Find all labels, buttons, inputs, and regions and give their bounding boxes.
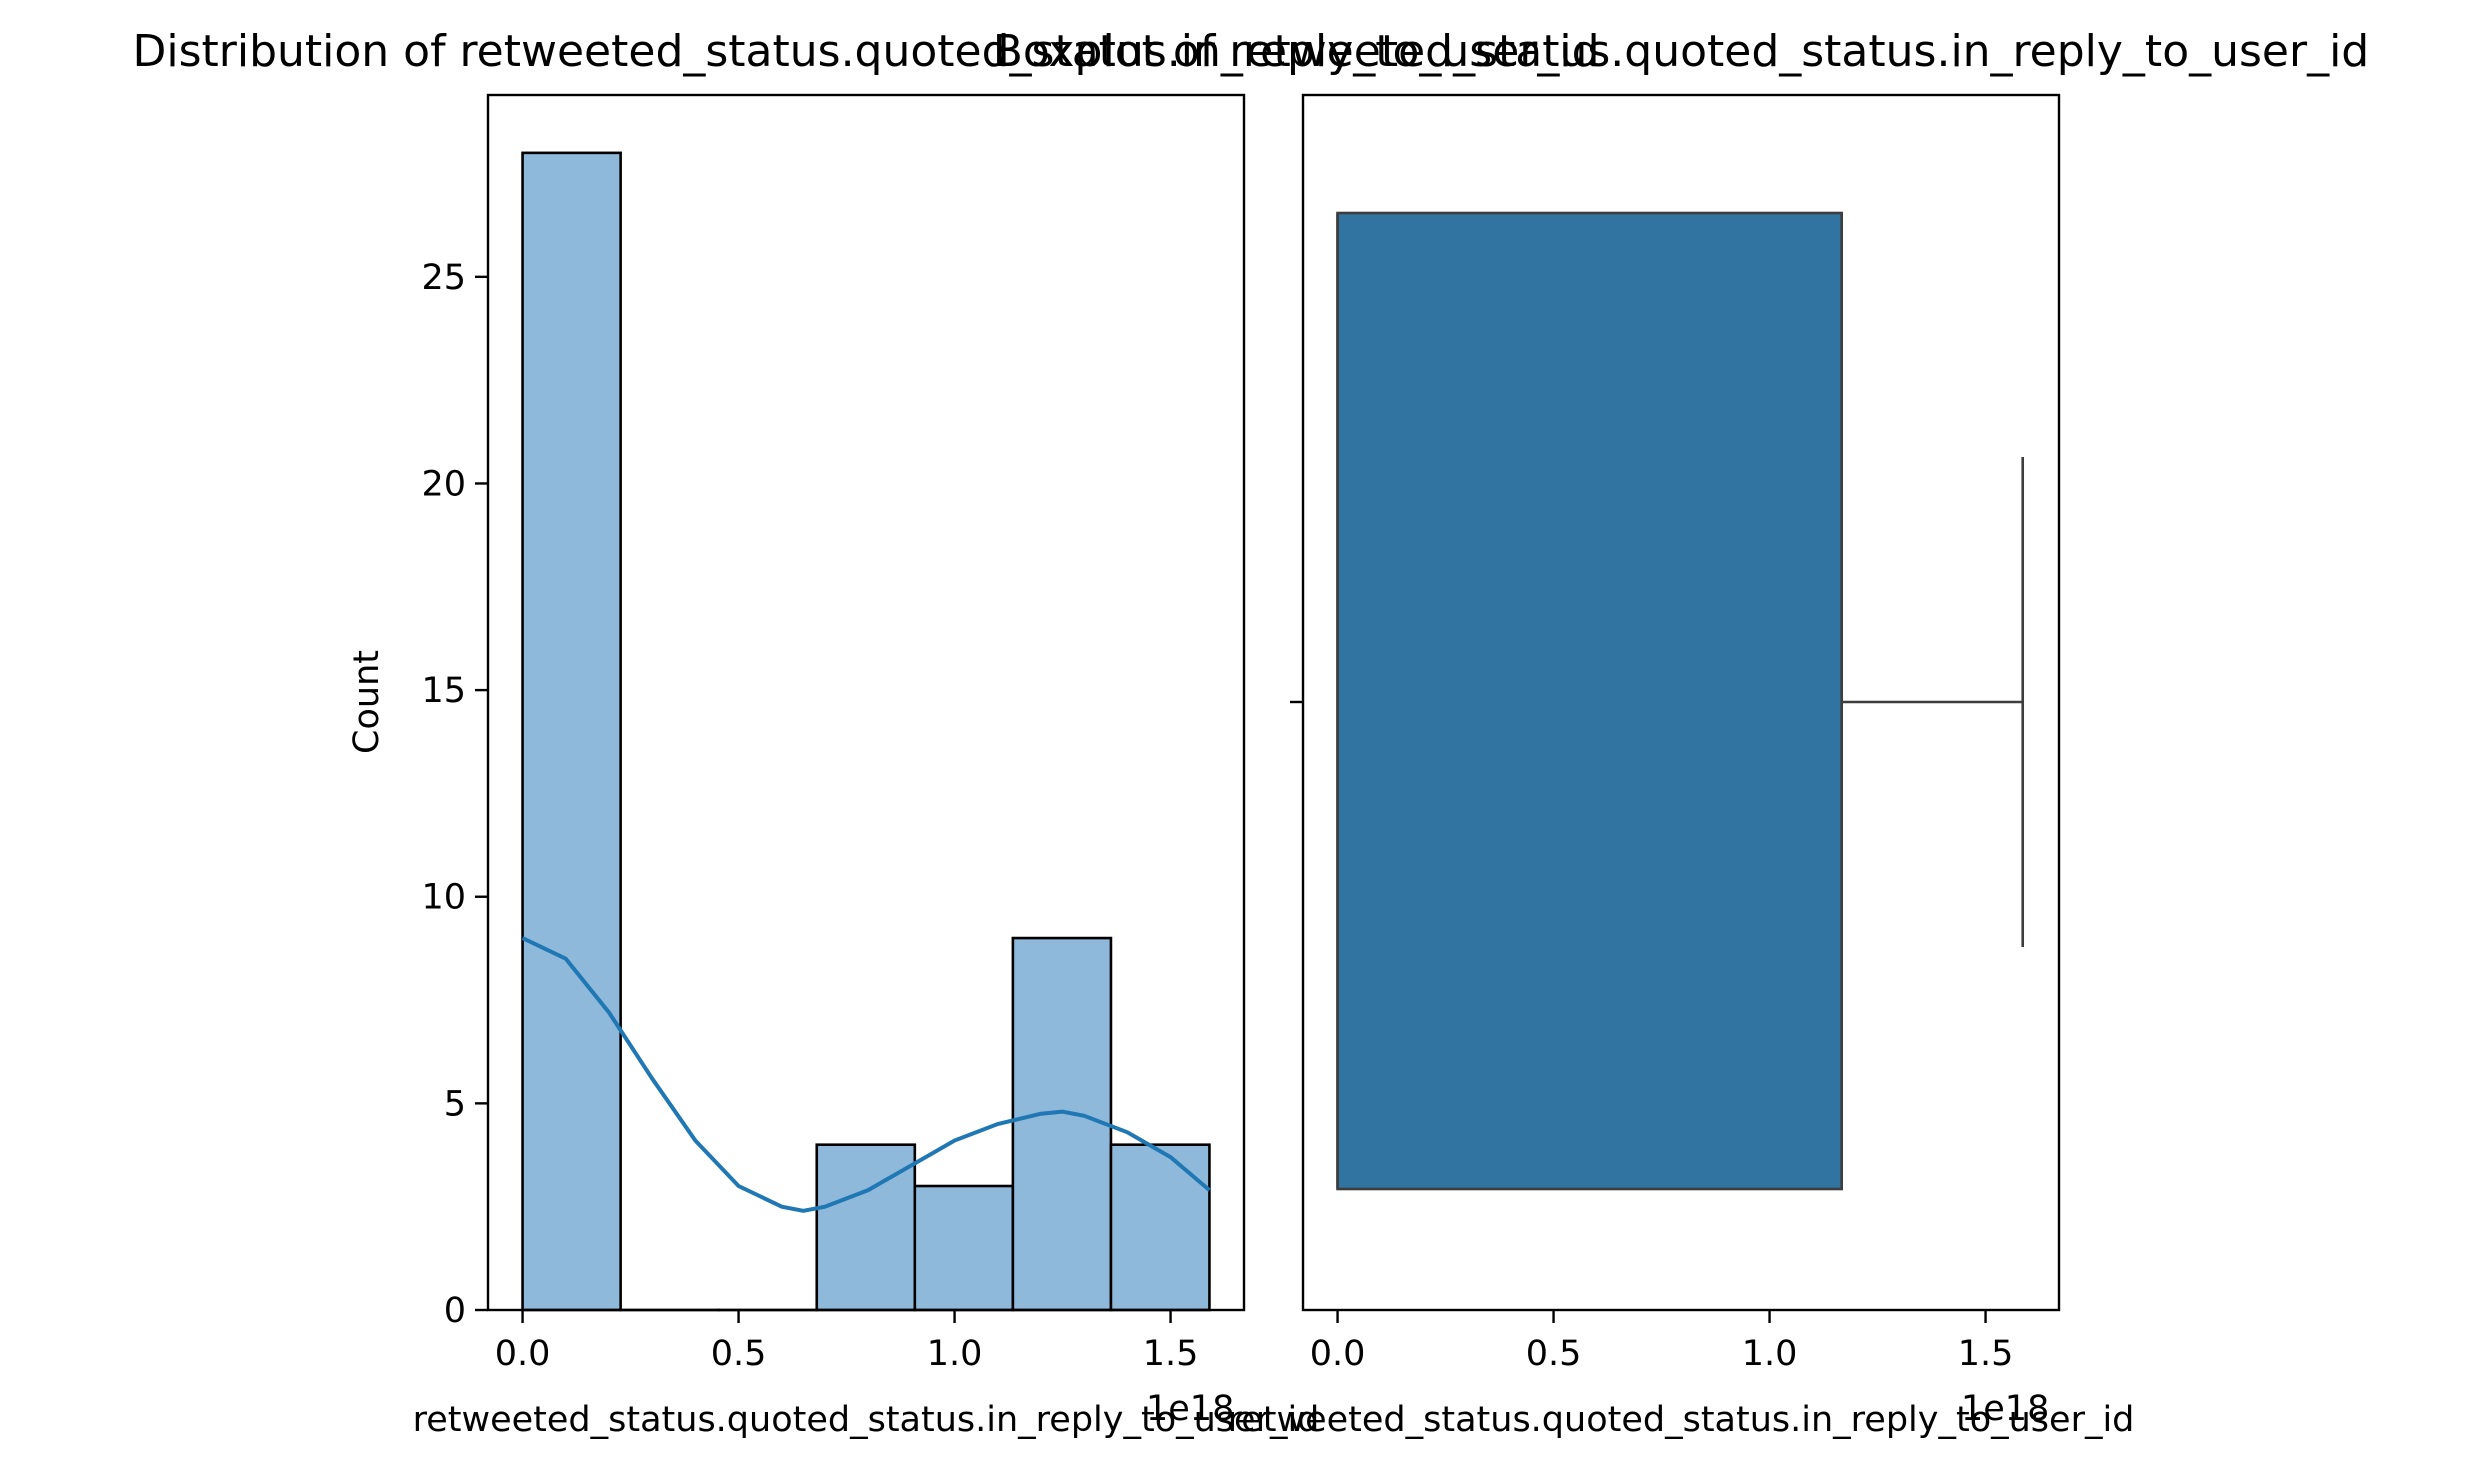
boxplot-x-tick-label: 1.0: [1742, 1334, 1798, 1374]
histogram-y-tick-label: 20: [421, 464, 466, 504]
histogram-x-offset-label: 1e18: [1146, 1389, 1234, 1429]
kde-curve: [521, 936, 1211, 1213]
boxplot-subplot: 0.0 0.5 1.0 1.5 retweeted_status.quoted_sta…: [1228, 93, 2135, 1440]
histogram-y-tick-label: 15: [421, 671, 466, 711]
histogram-subplot: 0.0 0.5 1.0 1.5 0 5 10 15 20 25 retweeted_status…: [347, 93, 1320, 1440]
boxplot-x-offset-label: 1e18: [1961, 1389, 2049, 1429]
histogram-x-tick-label: 0.0: [495, 1334, 551, 1374]
boxplot-x-tick-label: 0.0: [1310, 1334, 1366, 1374]
histogram-y-tick-label: 0: [444, 1291, 466, 1331]
histogram-x-ticks: 0.0 0.5 1.0 1.5: [495, 1310, 1199, 1374]
boxplot-x-tick-label: 0.5: [1526, 1334, 1582, 1374]
histogram-y-tick-label: 5: [444, 1084, 466, 1124]
histogram-title: Distribution of retweeted_status.quoted_…: [132, 26, 1599, 77]
histogram-bar: [1109, 1143, 1211, 1312]
boxplot-x-ticks: 0.0 0.5 1.0 1.5: [1310, 1310, 2014, 1374]
histogram-x-tick-label: 0.5: [711, 1334, 767, 1374]
histogram-bar: [913, 1184, 1015, 1312]
histogram-bar: [521, 151, 622, 1312]
histogram-y-tick-label: 25: [421, 258, 466, 298]
boxplot-x-tick-label: 1.5: [1958, 1334, 2014, 1374]
histogram-x-tick-label: 1.5: [1143, 1334, 1199, 1374]
histogram-bar: [1011, 936, 1113, 1312]
boxplot-box: [1336, 211, 1844, 1191]
histogram-bar: [815, 1143, 917, 1312]
histogram-y-ticks: 0 5 10 15 20 25: [421, 258, 488, 1331]
boxplot-title: Boxplot of retweeted_status.quoted_statu…: [993, 26, 2369, 77]
histogram-x-axis-label: retweeted_status.quoted_status.in_reply_…: [413, 1400, 1320, 1440]
boxplot-x-axis-label: retweeted_status.quoted_status.in_reply_…: [1228, 1400, 2135, 1440]
boxplot: [1336, 211, 2025, 1191]
histogram-y-tick-label: 10: [421, 878, 466, 918]
histogram-axes-frame: [486, 93, 1246, 1312]
histogram-y-axis-label: Count: [347, 650, 387, 754]
histogram-x-tick-label: 1.0: [927, 1334, 983, 1374]
